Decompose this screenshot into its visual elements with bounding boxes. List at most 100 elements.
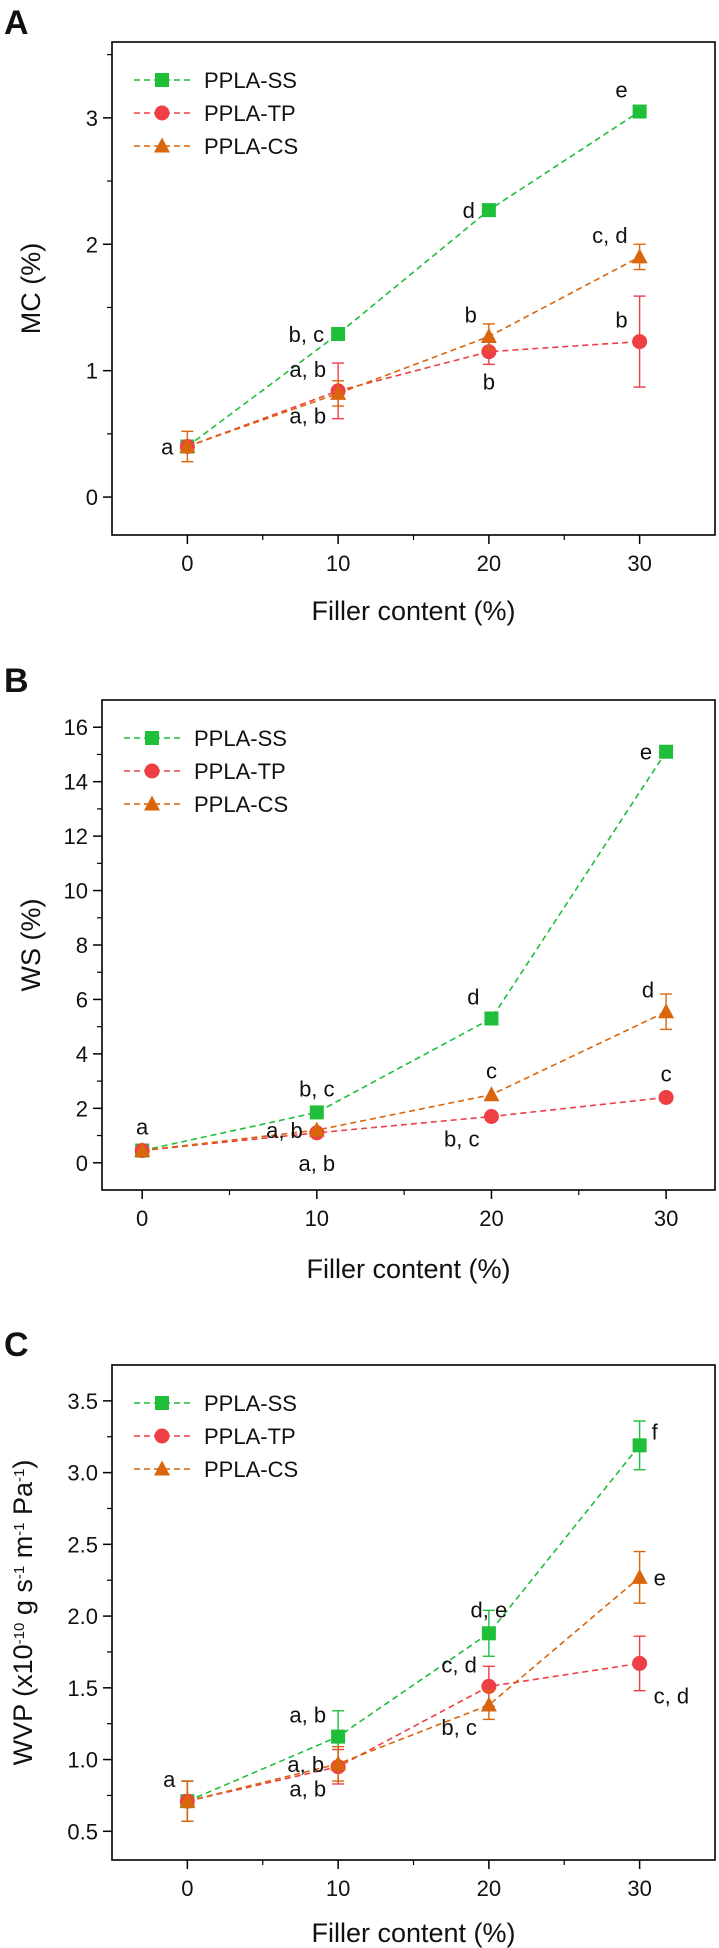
significance-label: e (615, 78, 627, 103)
series-line (187, 1576, 641, 1802)
significance-label: d (642, 978, 654, 1003)
data-point (632, 104, 647, 119)
x-axis-title: Filler content (%) (306, 1254, 510, 1284)
legend-label: PPLA-TP (204, 101, 296, 126)
y-tick-label: 14 (64, 770, 88, 795)
y-tick-label: 3.5 (67, 1389, 98, 1414)
data-point (330, 1755, 347, 1771)
chart-panel-a: A 0 10 20 30 0 1 2 3 Filler content (%) MC (%) PPLA… (4, 4, 716, 626)
data-point (631, 248, 648, 264)
legend-marker (154, 137, 170, 153)
significance-label: b (465, 303, 477, 328)
series-ppla-cs (134, 993, 675, 1158)
significance-label: a, b (289, 403, 326, 428)
legend: PPLA-SS PPLA-TP PPLA-CS (134, 1391, 298, 1482)
data-point (481, 1626, 496, 1641)
y-tick-label: 2.5 (67, 1532, 98, 1557)
legend-label: PPLA-CS (194, 792, 288, 817)
significance-label: b, c (444, 1127, 479, 1152)
x-tick-label: 20 (477, 1876, 501, 1901)
data-point (480, 328, 497, 344)
data-point (481, 203, 496, 218)
x-tick-label: 30 (627, 551, 651, 576)
y-tick-label: 0 (76, 1151, 88, 1176)
x-tick-label: 30 (627, 1876, 651, 1901)
significance-label: a (161, 435, 174, 460)
significance-label: a, b (289, 1703, 326, 1728)
y-axis-title: MC (%) (16, 243, 46, 334)
data-point (632, 1438, 647, 1453)
y-tick-label: 2.0 (67, 1604, 98, 1629)
significance-label: b, c (441, 1715, 476, 1740)
plot-frame (111, 41, 716, 536)
series-line (187, 256, 640, 448)
data-point (659, 744, 674, 759)
significance-label: a (136, 1115, 149, 1140)
y-tick-label: 3 (86, 106, 98, 131)
series-ppla-tp (179, 1635, 648, 1822)
significance-label: c, d (654, 1683, 689, 1708)
data-point (179, 438, 196, 454)
y-tick-label: 1.5 (67, 1676, 98, 1701)
significance-labels: a b, c a, b a, b d b b e c, d b (161, 78, 628, 460)
y-tick-label: 1.0 (67, 1748, 98, 1773)
data-point (330, 384, 347, 400)
y-tick-label: 12 (64, 824, 88, 849)
legend-label: PPLA-TP (204, 1424, 296, 1449)
x-tick-label: 20 (477, 551, 501, 576)
y-axis-title: WVP (x10-10 g s-1 m-1 Pa-1) (8, 1460, 38, 1766)
legend: PPLA-SS PPLA-TP PPLA-CS (124, 726, 288, 817)
legend-marker (145, 731, 159, 745)
panel-letter: B (4, 662, 29, 700)
legend-marker (154, 1428, 170, 1444)
legend: PPLA-SS PPLA-TP PPLA-CS (134, 68, 298, 159)
legend-label: PPLA-TP (194, 759, 286, 784)
significance-label: b, c (299, 1076, 334, 1101)
significance-label: a, b (287, 1752, 324, 1777)
data-point (134, 1142, 151, 1158)
x-tick-label: 30 (654, 1206, 678, 1231)
data-point (631, 1568, 648, 1584)
x-tick-label: 20 (479, 1206, 503, 1231)
significance-label: a, b (289, 1777, 326, 1802)
significance-labels: a b, c a, b a, b d c b, c e d c (136, 740, 672, 1176)
data-point (331, 327, 346, 342)
data-point (483, 1086, 500, 1102)
series-ppla-cs (179, 243, 648, 463)
data-point (309, 1105, 324, 1120)
series-line (186, 110, 641, 448)
significance-label: b, c (289, 322, 324, 347)
series-line (187, 1662, 640, 1802)
y-tick-label: 6 (76, 987, 88, 1012)
data-point (658, 1003, 675, 1019)
x-tick-label: 0 (181, 1876, 193, 1901)
data-point (179, 1792, 196, 1808)
x-tick-label: 10 (305, 1206, 329, 1231)
significance-label: a (163, 1767, 176, 1792)
legend-label: PPLA-CS (204, 134, 298, 159)
y-tick-label: 8 (76, 933, 88, 958)
significance-label: c, d (592, 223, 627, 248)
y-tick-label: 0.5 (67, 1819, 98, 1844)
y-axis-title: WS (%) (16, 899, 46, 992)
x-tick-label: 0 (181, 551, 193, 576)
series-ppla-cs (179, 1550, 648, 1822)
significance-label: b (615, 308, 627, 333)
significance-label: e (654, 1565, 666, 1590)
legend-marker (154, 105, 170, 121)
series-line (142, 1096, 667, 1152)
significance-label: a, b (289, 357, 326, 382)
plot-frame (111, 1364, 716, 1861)
data-point (308, 1121, 325, 1137)
panel-letter: A (4, 4, 29, 42)
significance-label: f (652, 1419, 659, 1444)
significance-label: c (661, 1061, 672, 1086)
significance-label: b (483, 370, 495, 395)
legend-marker (144, 795, 160, 811)
data-point (483, 1109, 499, 1124)
significance-label: d (467, 985, 479, 1010)
y-tick-label: 16 (64, 715, 88, 740)
legend-label: PPLA-SS (194, 726, 287, 751)
